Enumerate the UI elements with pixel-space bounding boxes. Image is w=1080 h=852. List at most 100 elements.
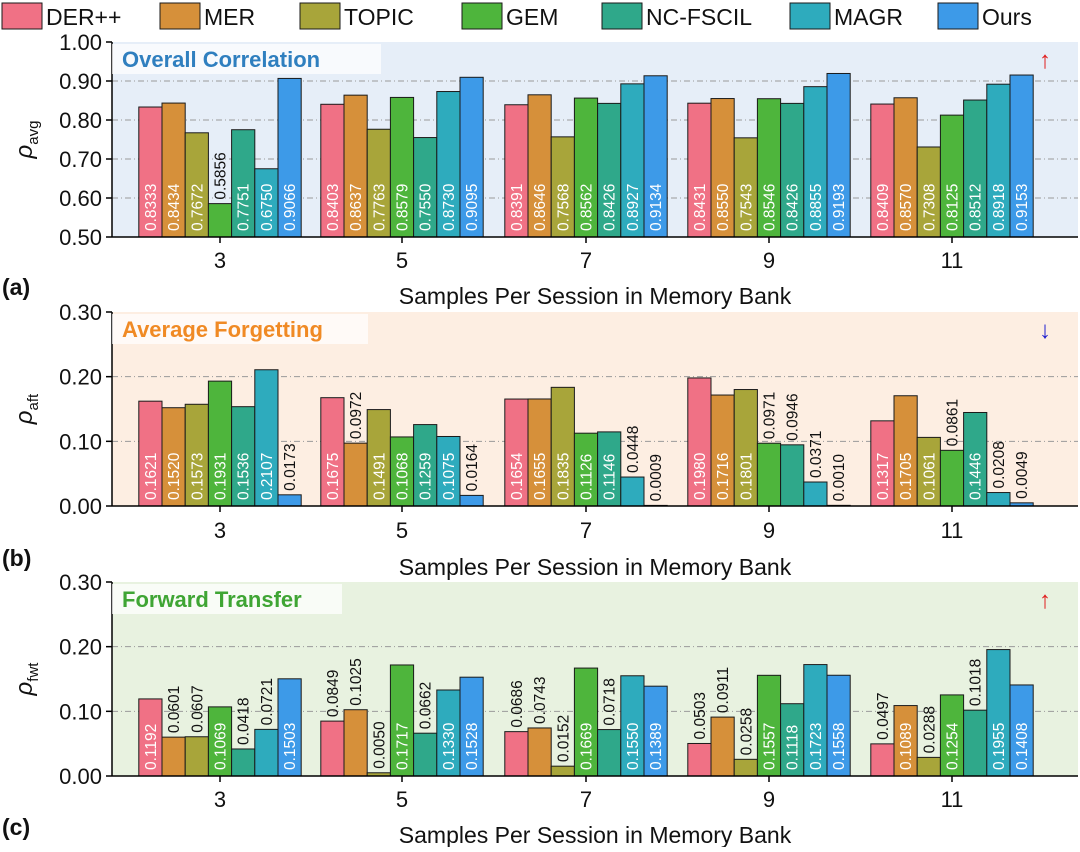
y-tick-label: 0.10 xyxy=(59,429,102,454)
y-tick-label: 0.00 xyxy=(59,494,102,519)
bar-value-label: 0.0718 xyxy=(602,678,619,725)
bar-mer-5 xyxy=(343,709,368,777)
x-tick-label: 7 xyxy=(580,787,592,812)
y-tick-label: 0.50 xyxy=(59,225,102,250)
y-axis-title-subscript: aft xyxy=(25,393,42,411)
bar-value-label: 0.0164 xyxy=(464,444,481,492)
bar-value-label: 0.1621 xyxy=(143,453,160,500)
bar-value-label: 0.8391 xyxy=(509,184,526,231)
bar-value-label: 0.8403 xyxy=(325,184,342,231)
bar-value-label: 0.0208 xyxy=(991,441,1008,488)
bar-value-label: 0.8409 xyxy=(875,184,892,231)
legend-swatch-der++ xyxy=(1,2,43,30)
bar-value-label: 0.9193 xyxy=(831,184,848,231)
x-tick-label: 9 xyxy=(763,787,775,812)
bar-value-label: 0.1254 xyxy=(945,722,962,770)
y-axis-title-subscript: fwt xyxy=(25,662,42,682)
panel-title: Forward Transfer xyxy=(122,587,302,612)
bar-value-label: 0.8125 xyxy=(945,184,962,231)
bar-value-label: 0.0152 xyxy=(555,715,572,762)
bar-value-label: 0.0601 xyxy=(166,686,183,733)
bar-gem-9 xyxy=(756,442,782,507)
bar-mer-3 xyxy=(161,736,186,777)
bar-value-label: 0.1126 xyxy=(579,454,596,500)
bar-value-label: 0.8550 xyxy=(715,183,732,231)
y-tick-label: 0.90 xyxy=(59,69,102,94)
bar-value-label: 0.0050 xyxy=(371,721,388,769)
bar-value-label: 0.0258 xyxy=(738,708,755,755)
legend-label-mer: MER xyxy=(204,4,255,30)
bar-value-label: 0.1528 xyxy=(464,723,481,770)
legend: DER++ MER TOPIC GEM NC-FSCIL MAGR Ours xyxy=(1,2,1032,30)
bar-value-label: 0.7763 xyxy=(371,184,388,231)
bar-value-label: 0.1089 xyxy=(898,723,915,770)
bar-gem-3 xyxy=(207,203,233,238)
bar-value-label: 0.1259 xyxy=(418,453,435,500)
legend-swatch-nc-fscil xyxy=(601,2,643,30)
bar-value-label: 0.1980 xyxy=(692,452,709,500)
bar-value-label: 0.0721 xyxy=(259,678,276,725)
legend-label-nc-fscil: NC-FSCIL xyxy=(646,4,752,30)
y-axis-title: ρavg xyxy=(11,121,42,160)
bar-der++-11 xyxy=(870,743,895,777)
bar-value-label: 0.1446 xyxy=(968,453,985,500)
bar-value-label: 0.1655 xyxy=(532,453,549,500)
bar-value-label: 0.8637 xyxy=(348,184,365,231)
bar-value-label: 0.9153 xyxy=(1014,184,1031,231)
legend-label-gem: GEM xyxy=(506,4,558,30)
legend-swatch-mer xyxy=(159,2,201,30)
legend-swatch-gem xyxy=(461,2,503,30)
legend-label-topic: TOPIC xyxy=(344,4,414,30)
bar-magr-3 xyxy=(254,728,279,777)
panel-a: 0.50 0.60 0.70 0.80 0.90 1.00 0.8333 0.8403 0.83… xyxy=(2,30,1078,309)
y-tick-label: 0.20 xyxy=(59,635,102,660)
bar-value-label: 0.5856 xyxy=(213,152,230,199)
x-tick-label: 5 xyxy=(396,518,408,543)
x-tick-label: 9 xyxy=(763,248,775,273)
x-tick-label: 11 xyxy=(941,518,964,543)
bar-value-label: 0.1536 xyxy=(236,453,253,500)
bar-value-label: 0.0173 xyxy=(282,443,299,490)
bar-value-label: 0.1192 xyxy=(143,724,160,770)
bar-value-label: 0.1061 xyxy=(921,453,938,500)
x-tick-label: 7 xyxy=(580,518,592,543)
bar-mer-5 xyxy=(343,442,368,507)
bar-der++-7 xyxy=(504,731,529,777)
bar-value-label: 0.7672 xyxy=(189,184,206,231)
bar-mer-7 xyxy=(527,727,552,777)
x-tick-label: 3 xyxy=(214,518,226,543)
bar-value-label: 0.1558 xyxy=(831,723,848,770)
bar-value-label: 0.1675 xyxy=(325,453,342,500)
y-tick-label: 0.20 xyxy=(59,365,102,390)
y-tick-label: 0.00 xyxy=(59,764,102,789)
bar-value-label: 0.0911 xyxy=(715,667,732,713)
y-axis-title-symbol: ρ xyxy=(11,410,38,425)
bar-value-label: 0.8730 xyxy=(441,183,458,231)
bar-value-label: 0.0288 xyxy=(921,706,938,753)
bar-value-label: 0.7550 xyxy=(418,183,435,231)
bar-topic-7 xyxy=(550,765,575,777)
x-axis-title: Samples Per Session in Memory Bank xyxy=(399,554,792,580)
bar-value-label: 0.0861 xyxy=(945,399,962,446)
panel-title-box xyxy=(112,314,368,344)
bar-value-label: 0.0418 xyxy=(236,698,253,745)
bar-value-label: 0.1723 xyxy=(808,723,825,770)
bar-value-label: 0.1118 xyxy=(785,725,802,770)
bar-value-label: 0.1717 xyxy=(395,723,412,770)
bar-value-label: 0.0448 xyxy=(625,426,642,473)
x-tick-label: 11 xyxy=(941,787,964,812)
bar-value-label: 0.8562 xyxy=(579,184,596,231)
bar-value-label: 0.8426 xyxy=(785,184,802,231)
legend-label-der++: DER++ xyxy=(46,4,121,30)
y-tick-label: 0.30 xyxy=(59,300,102,325)
bar-magr-7 xyxy=(620,476,645,507)
bar-value-label: 0.8918 xyxy=(991,184,1008,231)
bar-nc-fscil-7 xyxy=(597,729,622,777)
bar-value-label: 0.0371 xyxy=(808,431,825,478)
panel-title: Average Forgetting xyxy=(122,317,323,342)
bar-magr-9 xyxy=(803,481,828,507)
bar-nc-fscil-3 xyxy=(231,748,256,777)
bar-value-label: 0.8927 xyxy=(625,184,642,231)
bar-value-label: 0.0972 xyxy=(348,392,365,439)
